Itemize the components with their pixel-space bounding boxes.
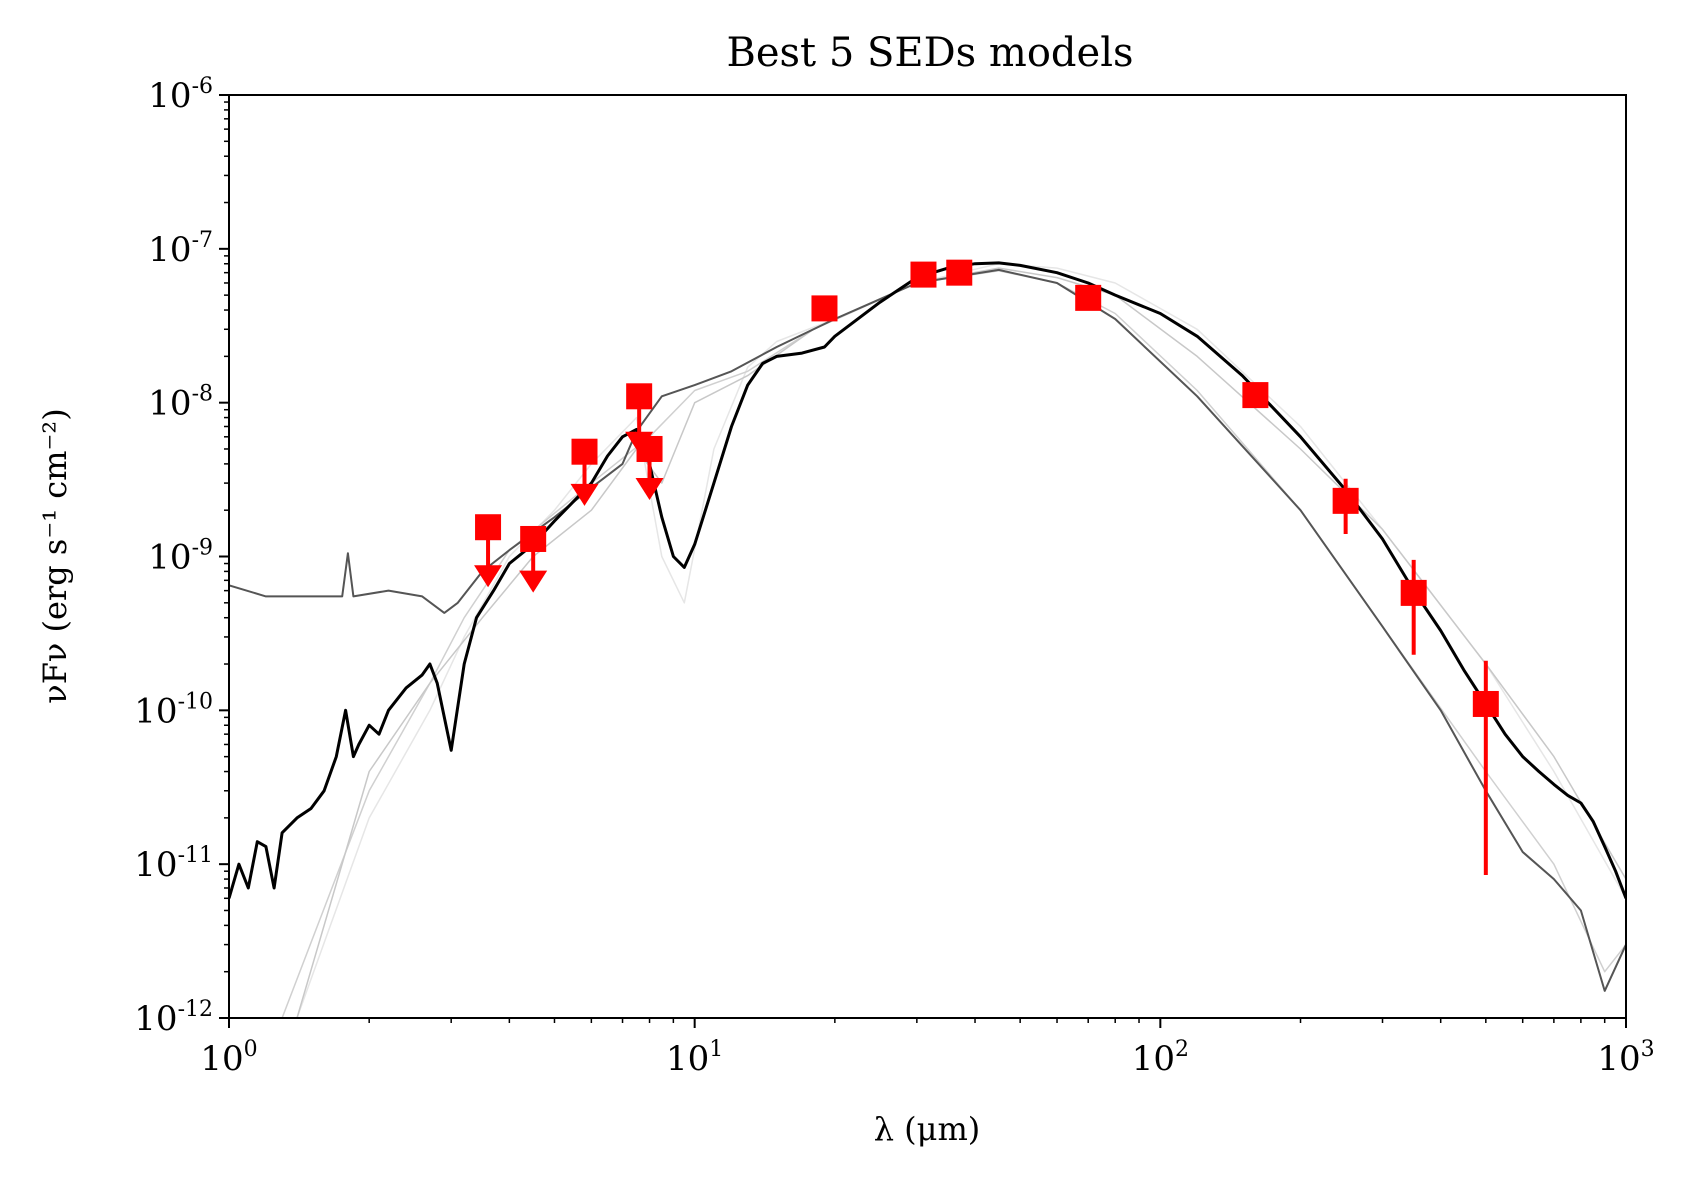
data-point-7 [910, 261, 937, 288]
data-point-9 [1075, 284, 1102, 311]
x-tick-label: 101 [666, 1037, 723, 1079]
data-point-5 [636, 435, 663, 462]
data-point-8 [946, 259, 973, 286]
chart-title: Best 5 SEDs models [726, 30, 1133, 76]
data-point-12 [1400, 579, 1427, 606]
y-tick-label: 10-7 [148, 228, 213, 270]
x-tick-label: 100 [200, 1037, 257, 1079]
upper-limit-arrow-5 [635, 478, 664, 501]
x-axis-label: λ (μm) [874, 1110, 981, 1148]
data-point-11 [1332, 487, 1359, 514]
y-tick-label: 10-6 [148, 74, 213, 116]
y-tick-label: 10-12 [134, 997, 213, 1039]
data-point-13 [1472, 690, 1499, 717]
data-point-10 [1242, 382, 1269, 409]
model-curve-5 [229, 261, 1626, 899]
data-point-6 [811, 295, 838, 322]
x-tick-label: 103 [1597, 1037, 1654, 1079]
model-curve-4 [229, 268, 1626, 992]
y-tick-label: 10-11 [134, 843, 213, 885]
x-tick-label: 102 [1132, 1037, 1189, 1079]
y-tick-label: 10-10 [134, 689, 213, 731]
data-point-4 [626, 383, 653, 410]
upper-limit-arrow-3 [570, 483, 599, 506]
upper-limit-arrow-2 [519, 570, 548, 593]
data-point-1 [475, 514, 502, 541]
y-tick-label: 10-9 [148, 536, 213, 578]
x-axis-ticks: 100 101 102 103 [200, 1018, 1655, 1079]
y-tick-label: 10-8 [148, 382, 213, 424]
upper-limit-arrow-1 [474, 565, 503, 588]
data-points [474, 259, 1499, 876]
model-curves [229, 261, 1626, 1018]
data-point-3 [571, 438, 598, 465]
data-point-2 [520, 525, 547, 552]
y-axis-ticks: 10-12 10-11 10-10 10-9 10-8 10-7 10-6 [134, 74, 229, 1039]
y-axis-label: νFν (erg s⁻¹ cm⁻²) [36, 408, 74, 703]
